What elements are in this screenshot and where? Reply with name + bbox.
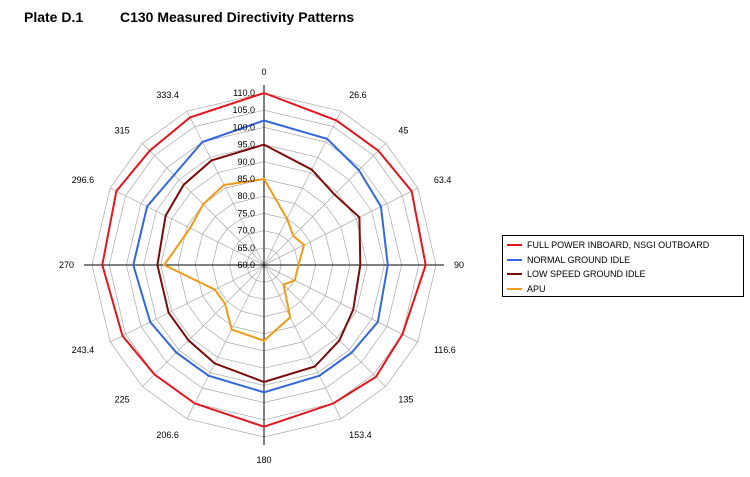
chart-title: C130 Measured Directivity Patterns	[120, 9, 355, 25]
angle-label: 0	[261, 67, 266, 77]
radar-grid	[84, 85, 444, 445]
legend-swatch	[507, 287, 522, 290]
legend: FULL POWER INBOARD, NSGI OUTBOARD NORMAL…	[502, 235, 744, 297]
radial-tick-label: 100.0	[232, 122, 255, 132]
series-line	[132, 119, 389, 394]
angle-label: 225	[115, 394, 130, 404]
legend-label: NORMAL GROUND IDLE	[527, 254, 631, 265]
angle-label: 315	[115, 126, 130, 136]
angle-label: 333.4	[156, 90, 179, 100]
legend-label: LOW SPEED GROUND IDLE	[527, 269, 646, 280]
radial-tick-labels: 60.0 65.0 70.0 75.0 80.0 85.0 90.0 95.0 100.0 105…	[232, 88, 255, 270]
angle-label: 45	[398, 126, 408, 136]
legend-item: FULL POWER INBOARD, NSGI OUTBOARD	[507, 238, 743, 253]
grid-spoke	[263, 264, 386, 387]
angle-label: 135	[398, 394, 413, 404]
radial-tick-label: 65.0	[237, 243, 255, 253]
angle-label: 116.6	[434, 345, 456, 355]
grid-spoke	[263, 264, 342, 419]
radial-tick-label: 85.0	[237, 174, 255, 184]
radial-tick-label: 75.0	[237, 208, 255, 218]
grid-spoke	[186, 111, 265, 266]
plate-number: Plate D.1	[24, 9, 84, 25]
grid-spoke	[142, 264, 265, 387]
series-line	[101, 91, 427, 428]
grid-spoke	[263, 143, 386, 266]
angle-label: 90	[454, 260, 464, 270]
angle-label: 180	[256, 455, 271, 465]
radar-series	[101, 91, 427, 428]
grid-spoke	[110, 264, 265, 343]
angle-label: 270	[59, 260, 74, 270]
grid-spoke	[263, 187, 418, 266]
grid-spoke	[186, 264, 265, 419]
radial-tick-label: 110.0	[233, 88, 255, 98]
grid-spoke	[110, 187, 265, 266]
radial-tick-label: 95.0	[237, 140, 255, 150]
radial-tick-label: 70.0	[237, 226, 255, 236]
legend-label: APU	[527, 283, 546, 294]
angle-label: 26.6	[349, 90, 367, 100]
legend-item: LOW SPEED GROUND IDLE	[507, 267, 743, 282]
angle-label: 243.4	[72, 345, 95, 355]
legend-item: NORMAL GROUND IDLE	[507, 253, 743, 268]
legend-swatch	[507, 273, 522, 276]
angle-label: 296.6	[72, 175, 95, 185]
angle-label: 63.4	[434, 175, 452, 185]
legend-swatch	[507, 258, 522, 261]
legend-label: FULL POWER INBOARD, NSGI OUTBOARD	[527, 240, 710, 251]
angle-labels: 0 26.6 45 63.4 90 116.6 135 153.4 180 206.6 225 243…	[59, 67, 464, 465]
legend-swatch	[507, 244, 522, 247]
angle-label: 153.4	[349, 430, 372, 440]
series-line	[162, 177, 306, 342]
radial-tick-label: 60.0	[237, 260, 255, 270]
radial-tick-label: 80.0	[237, 191, 255, 201]
series-line	[156, 143, 362, 384]
grid-spoke	[263, 111, 342, 266]
radial-tick-label: 105.0	[232, 105, 255, 115]
angle-label: 206.6	[156, 430, 179, 440]
radial-tick-label: 90.0	[237, 157, 255, 167]
grid-spoke	[263, 264, 418, 343]
legend-item: APU	[507, 282, 743, 297]
